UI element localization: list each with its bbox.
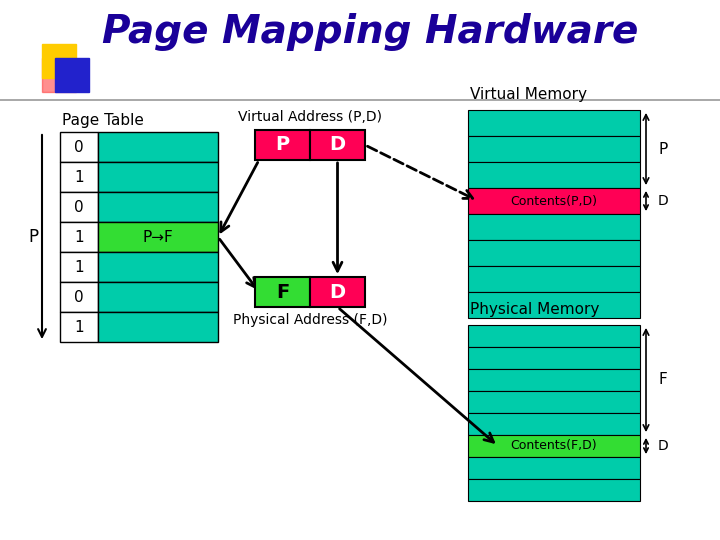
- Bar: [468, 214, 640, 240]
- Bar: [468, 391, 640, 413]
- Bar: [42, 58, 76, 92]
- Bar: [60, 162, 98, 192]
- Text: 1: 1: [74, 260, 84, 274]
- Bar: [55, 58, 89, 92]
- Bar: [60, 252, 98, 282]
- Bar: [60, 222, 98, 252]
- Text: 1: 1: [74, 230, 84, 245]
- Bar: [42, 44, 76, 78]
- Text: Virtual Address (P,D): Virtual Address (P,D): [238, 110, 382, 124]
- Bar: [310, 130, 365, 160]
- Bar: [468, 292, 640, 318]
- Bar: [60, 282, 98, 312]
- Bar: [98, 282, 218, 312]
- Text: 0: 0: [74, 289, 84, 305]
- Bar: [468, 369, 640, 391]
- Text: Physical Memory: Physical Memory: [470, 302, 599, 317]
- Bar: [60, 312, 98, 342]
- Text: P→F: P→F: [143, 230, 174, 245]
- Bar: [468, 136, 640, 162]
- Bar: [468, 435, 640, 457]
- Bar: [468, 479, 640, 501]
- Bar: [255, 130, 310, 160]
- Bar: [98, 192, 218, 222]
- Text: D: D: [330, 136, 346, 154]
- Bar: [468, 266, 640, 292]
- Bar: [98, 312, 218, 342]
- Text: 1: 1: [74, 170, 84, 185]
- Bar: [468, 110, 640, 136]
- Bar: [468, 325, 640, 347]
- Text: Contents(P,D): Contents(P,D): [510, 194, 598, 207]
- Bar: [468, 457, 640, 479]
- Bar: [98, 252, 218, 282]
- Text: P: P: [658, 141, 667, 157]
- Bar: [468, 413, 640, 435]
- Bar: [468, 162, 640, 188]
- Text: 0: 0: [74, 199, 84, 214]
- Bar: [468, 240, 640, 266]
- Text: Contents(F,D): Contents(F,D): [510, 440, 598, 453]
- Bar: [98, 162, 218, 192]
- Text: Page Table: Page Table: [62, 113, 144, 128]
- Bar: [468, 347, 640, 369]
- Bar: [98, 132, 218, 162]
- Bar: [60, 132, 98, 162]
- Bar: [98, 222, 218, 252]
- Bar: [310, 277, 365, 307]
- Text: D: D: [658, 439, 669, 453]
- Text: Physical Address (F,D): Physical Address (F,D): [233, 313, 387, 327]
- Bar: [468, 188, 640, 214]
- Text: 0: 0: [74, 139, 84, 154]
- Bar: [60, 192, 98, 222]
- Text: D: D: [330, 282, 346, 301]
- Text: D: D: [658, 194, 669, 208]
- Text: Page Mapping Hardware: Page Mapping Hardware: [102, 13, 638, 51]
- Text: P: P: [28, 228, 38, 246]
- Text: 1: 1: [74, 320, 84, 334]
- Text: Virtual Memory: Virtual Memory: [470, 87, 587, 102]
- Text: F: F: [658, 373, 667, 388]
- Bar: [255, 277, 310, 307]
- Text: P: P: [276, 136, 289, 154]
- Text: F: F: [276, 282, 289, 301]
